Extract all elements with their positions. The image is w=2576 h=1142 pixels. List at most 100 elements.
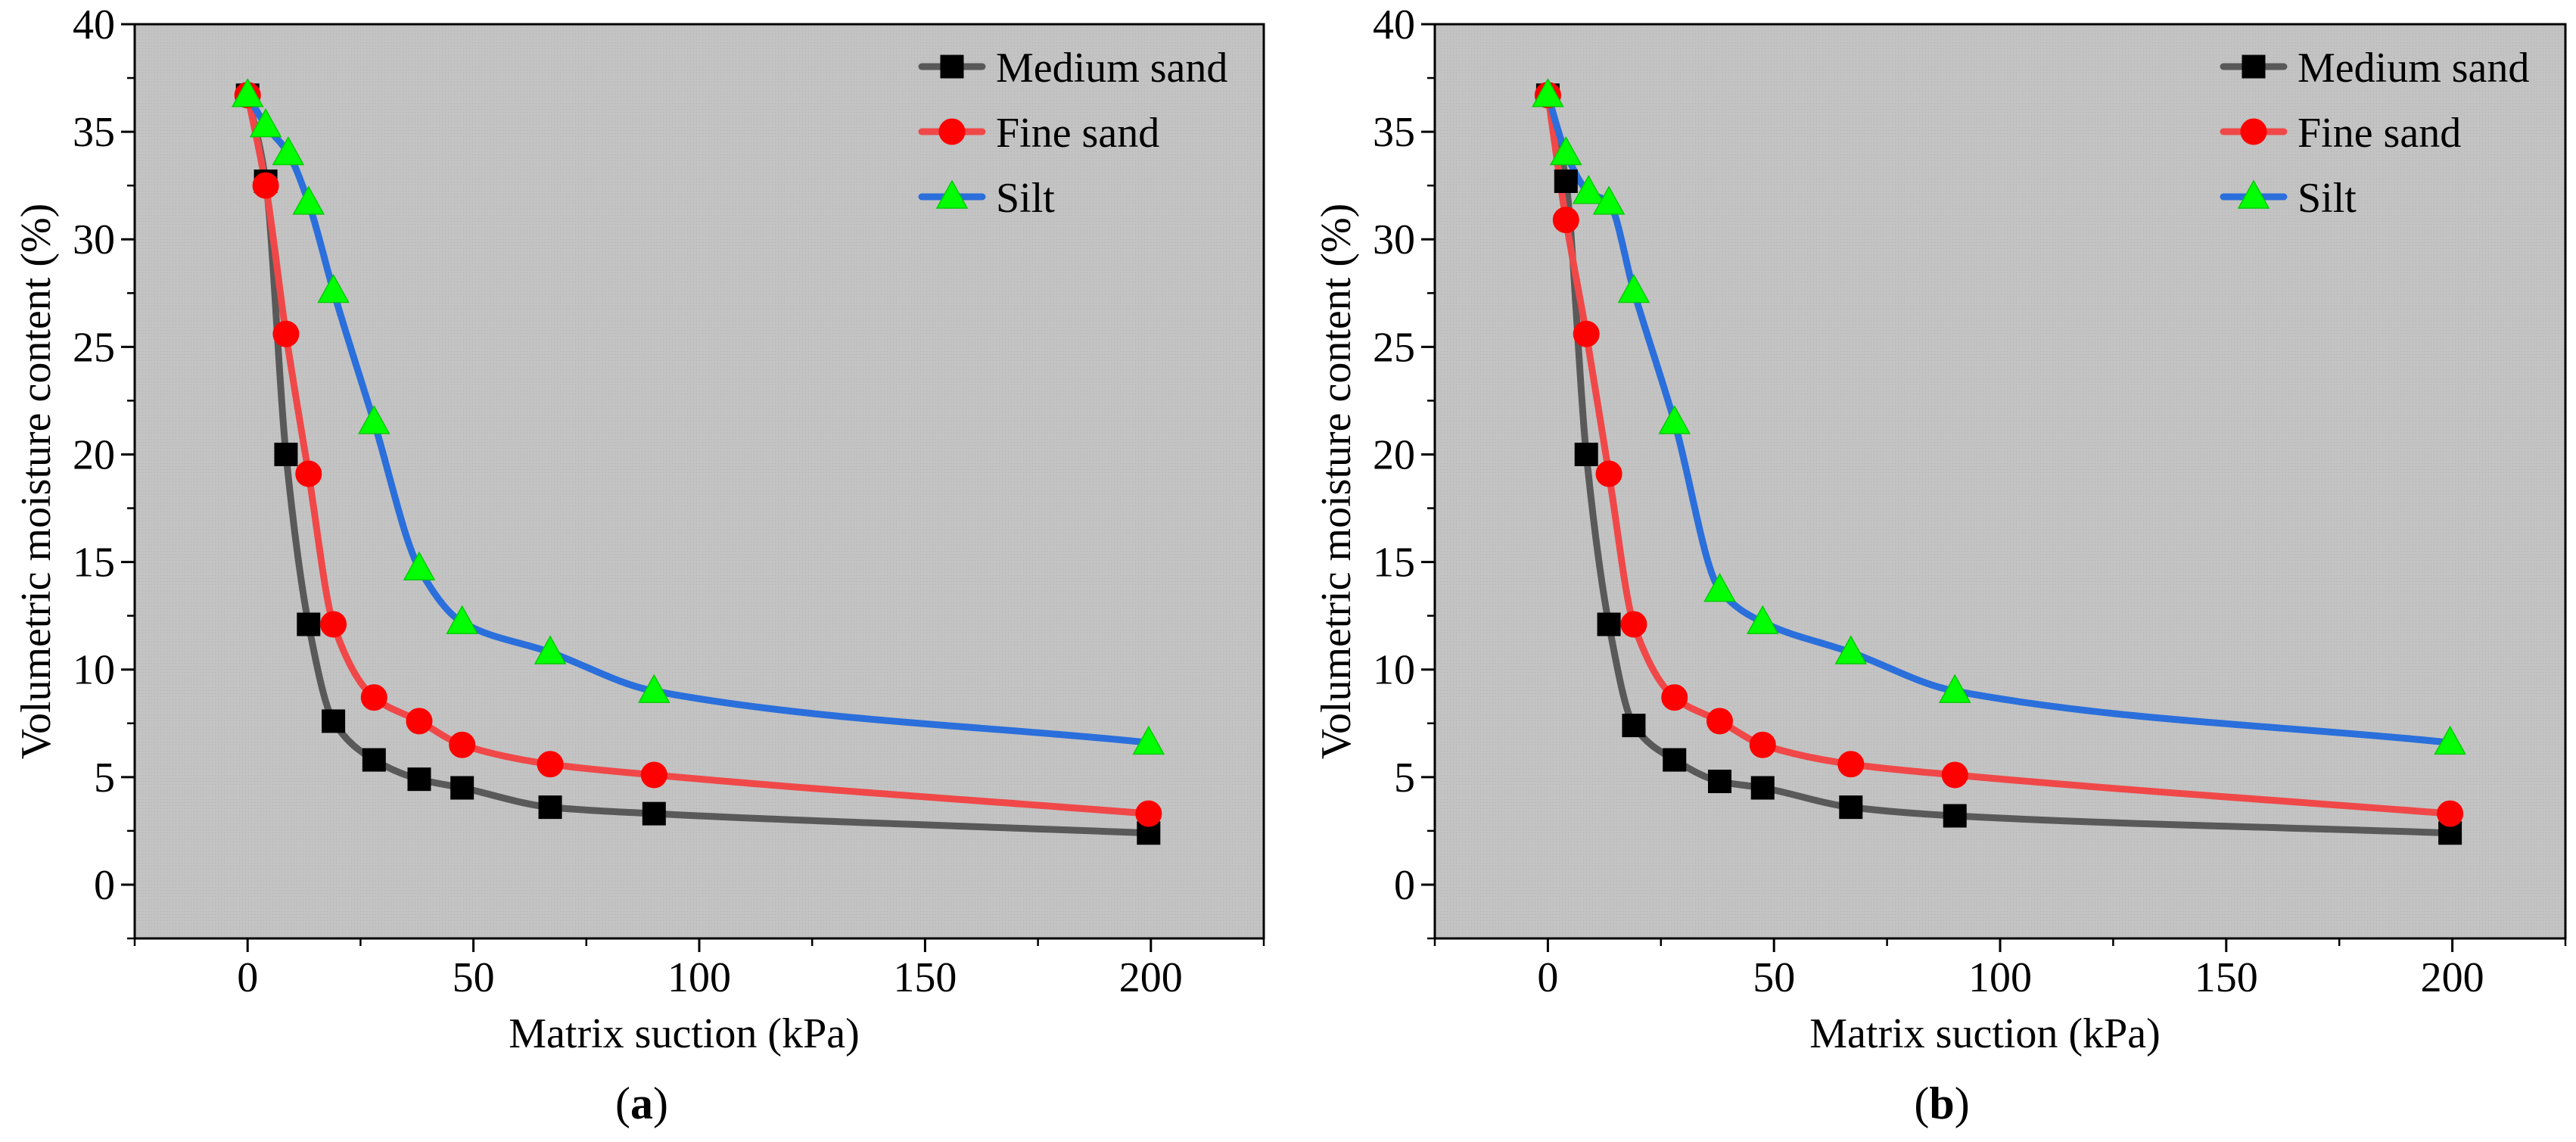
y-tick-label: 30 (1373, 216, 1415, 263)
x-axis-title: Matrix suction (kPa) (509, 1010, 859, 1057)
data-point (322, 709, 346, 733)
y-axis-title: Volumetric moisture content (%) (1313, 204, 1360, 760)
data-point (1746, 605, 1779, 634)
legend-label: Silt (996, 175, 1055, 222)
data-point (449, 731, 476, 758)
y-tick-label: 25 (1373, 324, 1415, 371)
data-point (538, 795, 562, 820)
data-point (1550, 135, 1582, 166)
data-point (1837, 751, 1865, 778)
y-tick-label: 35 (1373, 109, 1415, 156)
data-point (1943, 804, 1967, 828)
y-tick-label: 10 (1373, 647, 1415, 694)
data-point (1941, 761, 1968, 789)
x-tick-label: 150 (2195, 954, 2258, 1001)
x-tick-label: 100 (667, 954, 731, 1001)
panel-label-open: ( (1914, 1078, 1929, 1128)
y-tick-label: 30 (73, 216, 115, 263)
panel-label: (a) (615, 1078, 668, 1128)
data-point (274, 442, 298, 466)
data-point (1839, 795, 1863, 820)
legend-marker (2237, 179, 2270, 209)
y-tick-label: 0 (1394, 862, 1415, 909)
data-point (1622, 714, 1646, 738)
y-axis-title: Volumetric moisture content (%) (13, 204, 60, 760)
y-tick-label: 40 (73, 2, 115, 48)
y-tick-label: 0 (94, 862, 115, 909)
y-tick-label: 5 (94, 755, 115, 801)
y-tick-label: 25 (73, 324, 115, 371)
panel-label-open: ( (615, 1078, 630, 1128)
data-point (537, 751, 564, 778)
data-point (1572, 175, 1605, 204)
data-point (450, 776, 474, 800)
data-point (1661, 684, 1688, 711)
plot-background (135, 24, 1264, 938)
legend-marker (938, 118, 966, 145)
legend-marker (940, 54, 964, 79)
panel-label-close: ) (1955, 1078, 1970, 1128)
data-point (1135, 800, 1162, 827)
data-point (406, 708, 433, 735)
data-point (252, 172, 279, 199)
data-point (249, 108, 282, 138)
x-tick-label: 50 (1753, 954, 1795, 1001)
data-point (272, 320, 300, 347)
y-tick-label: 5 (1394, 755, 1415, 801)
data-point (407, 767, 431, 792)
panel-b: 0 50 100 150 200 0 5 10 15 20 25 30 35 40 Matrix sucti… (1313, 2, 2567, 1128)
x-axis-title: Matrix suction (kPa) (1809, 1010, 2160, 1057)
y-tick-label: 40 (1373, 2, 1415, 48)
data-point (640, 761, 667, 789)
data-point (297, 612, 321, 636)
data-point (446, 605, 478, 634)
data-point (1532, 78, 1564, 107)
legend-marker (935, 179, 969, 209)
legend-label: Medium sand (2298, 45, 2529, 92)
panel-label-close: ) (653, 1078, 668, 1128)
data-point (2437, 800, 2464, 827)
data-point (292, 185, 325, 215)
y-tick-label: 20 (73, 431, 115, 478)
y-tick-label: 20 (1373, 431, 1415, 478)
x-tick-label: 200 (1119, 954, 1183, 1001)
x-tick-label: 0 (1537, 954, 1558, 1001)
legend-label: Silt (2298, 175, 2357, 222)
data-point (1663, 748, 1687, 772)
y-tick-label: 15 (1373, 540, 1415, 587)
data-point (295, 460, 322, 487)
data-point (638, 674, 670, 703)
y-tick-label: 15 (73, 540, 115, 587)
data-point (1595, 460, 1622, 487)
data-point (272, 135, 305, 166)
x-tick-label: 150 (893, 954, 957, 1001)
data-point (358, 405, 390, 434)
y-tick-label: 35 (73, 109, 115, 156)
x-tick-label: 0 (237, 954, 258, 1001)
panel-a: 0 50 100 150 200 0 5 10 15 20 25 30 35 40 Matrix sucti… (13, 2, 1265, 1128)
plot-background (1435, 24, 2565, 938)
legend-label: Fine sand (2298, 110, 2461, 157)
data-point (1706, 708, 1733, 735)
data-point (1658, 405, 1691, 434)
x-tick-label: 50 (453, 954, 495, 1001)
legend-label: Fine sand (996, 110, 1159, 157)
data-point (1749, 731, 1776, 758)
data-point (360, 684, 387, 711)
y-tick-label: 10 (73, 647, 115, 694)
series-line-2 (244, 92, 1153, 746)
data-point (1750, 776, 1775, 800)
data-point (1573, 320, 1600, 347)
data-point (2434, 725, 2466, 755)
data-point (1617, 273, 1650, 303)
data-point (1620, 611, 1647, 638)
panel-label-letter: b (1929, 1078, 1954, 1128)
data-point (1592, 185, 1626, 215)
legend-marker (2242, 54, 2266, 79)
data-point (1703, 572, 1736, 602)
panel-label: (b) (1914, 1078, 1969, 1128)
data-point (1707, 770, 1731, 794)
data-point (231, 78, 264, 107)
x-tick-label: 200 (2421, 954, 2484, 1001)
